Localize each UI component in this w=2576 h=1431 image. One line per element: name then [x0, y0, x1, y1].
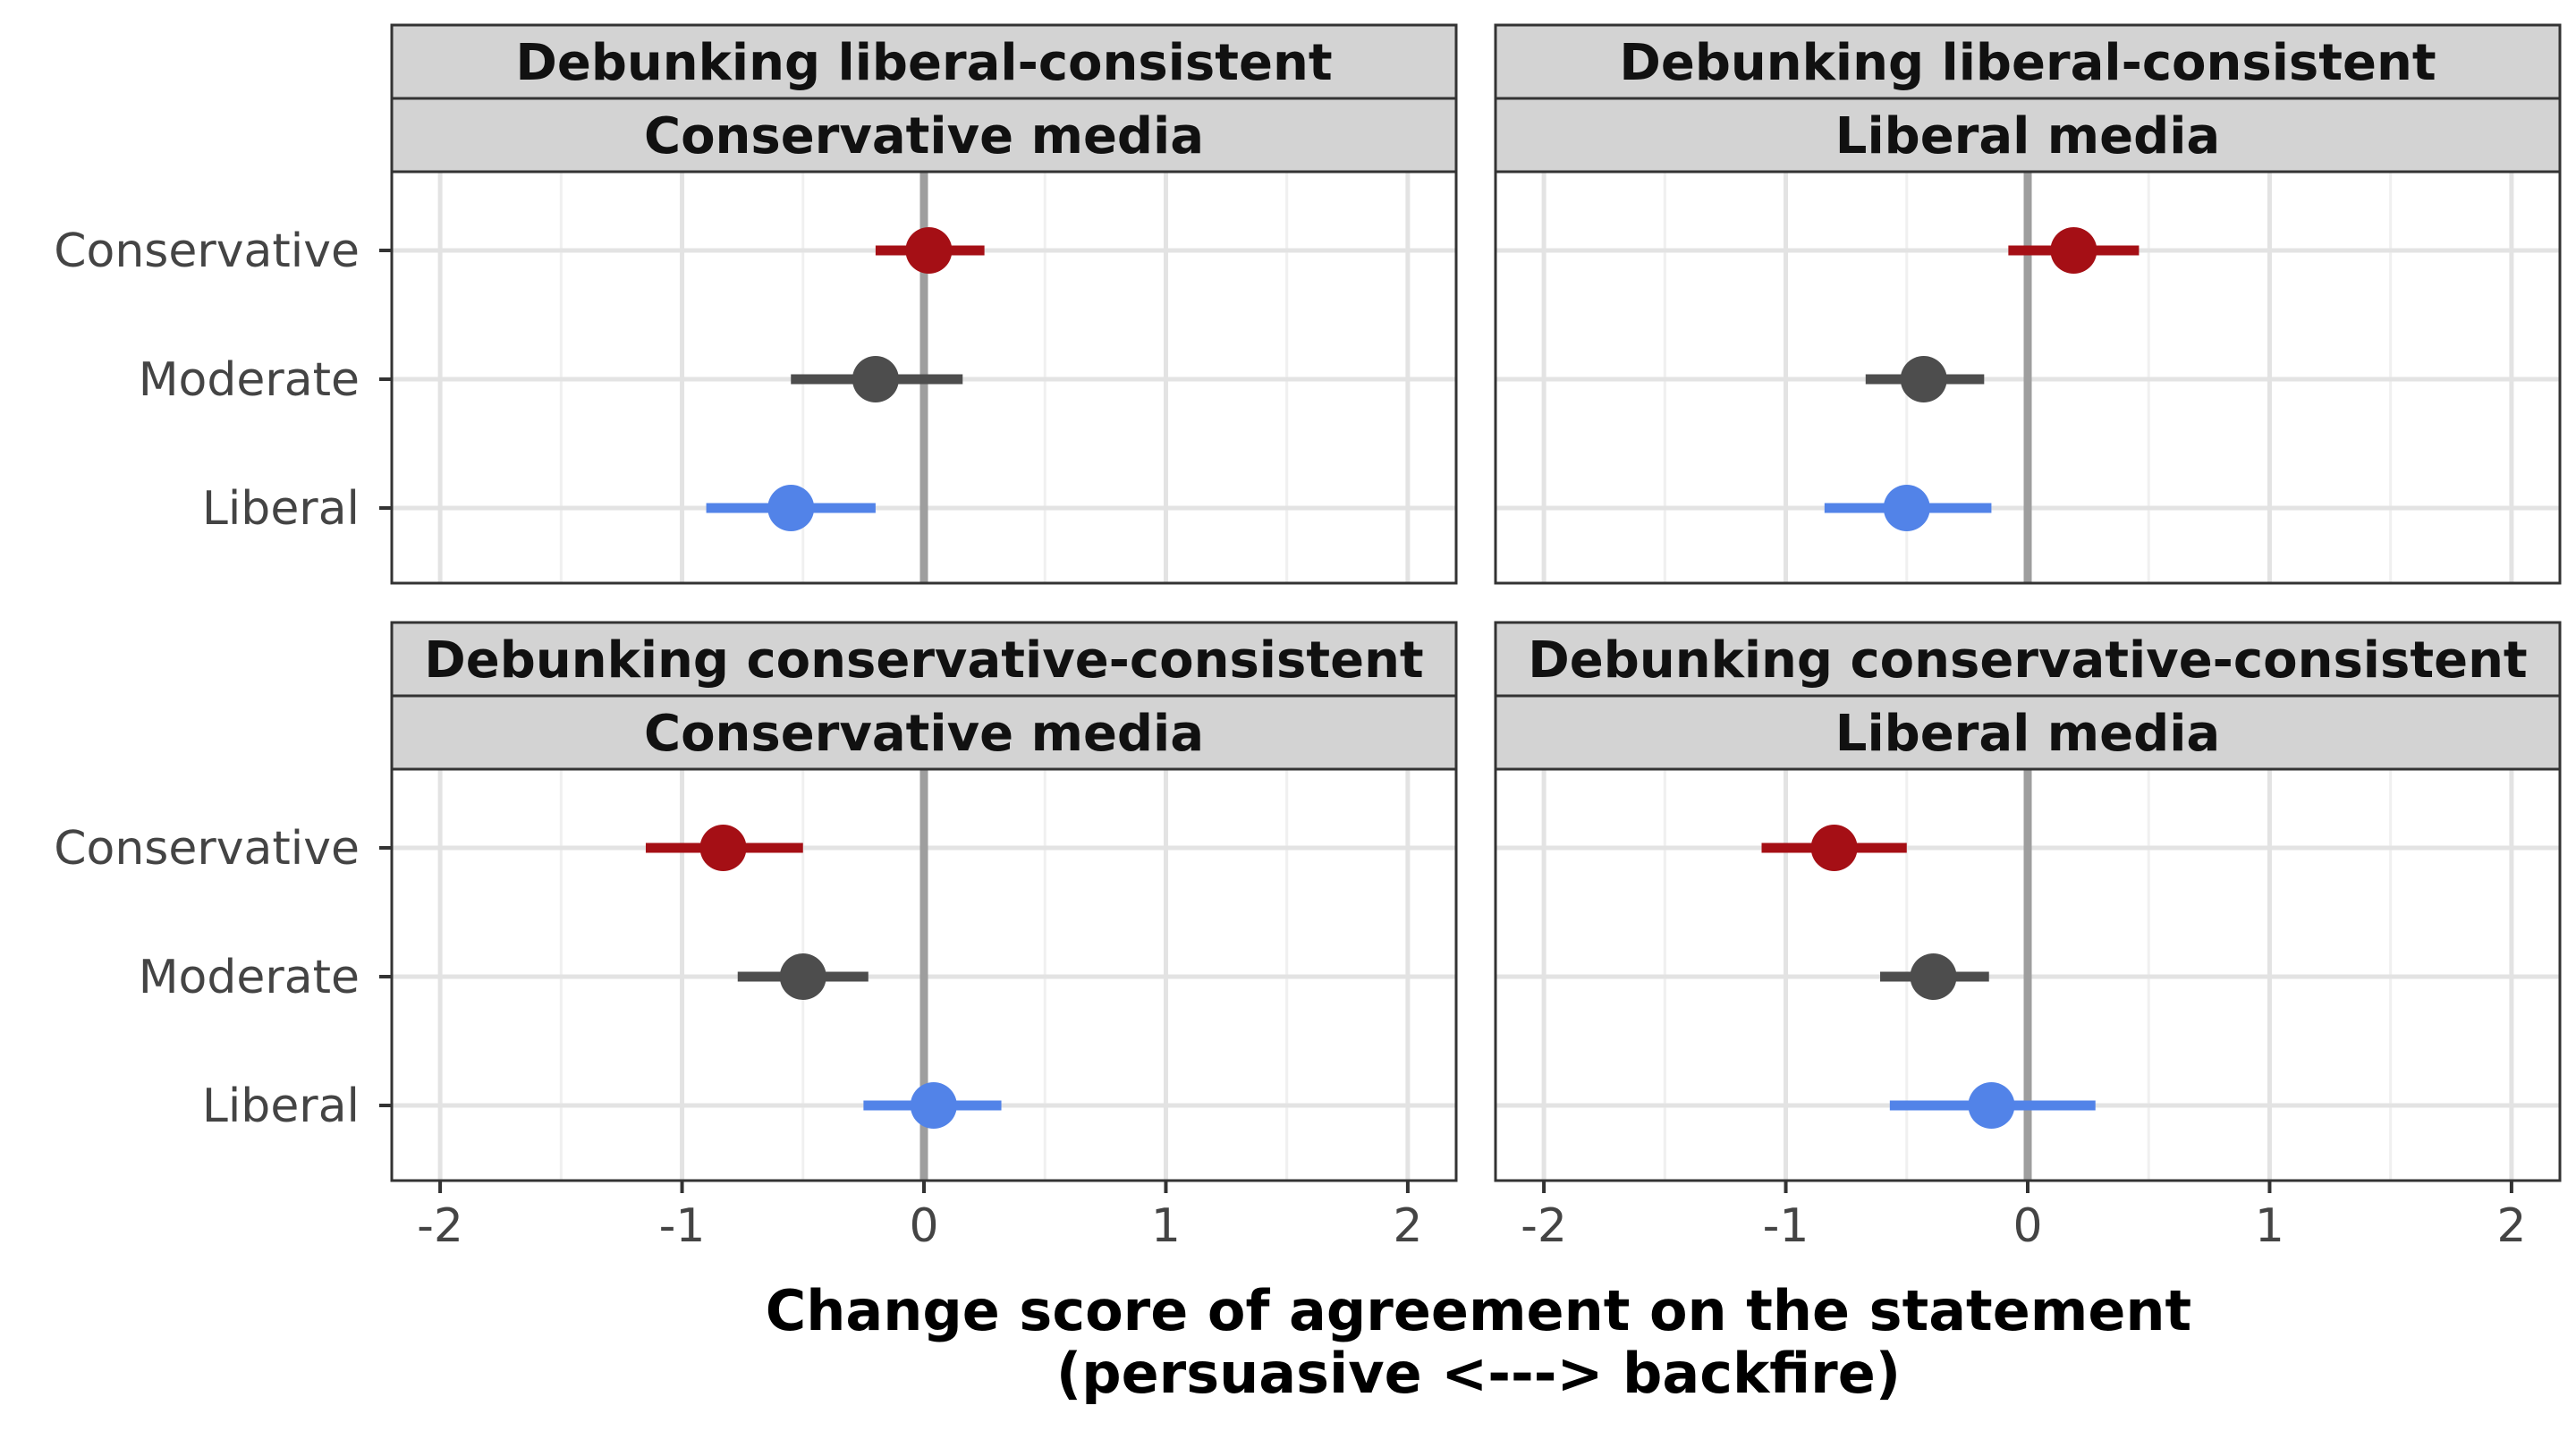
panels-layer: Debunking liberal-consistent Conservative… [390, 23, 2562, 1182]
point-liberal [1968, 1082, 2015, 1129]
x-tick-label: 0 [2012, 1199, 2042, 1253]
facet-strip-row-label: Debunking liberal-consistent [515, 34, 1332, 92]
facet-strip-row-label: Debunking liberal-consistent [1619, 34, 2436, 92]
facet-strip-col [1494, 97, 2562, 174]
x-axis-title-line2: (persuasive <---> backfire) [1056, 1341, 1901, 1406]
facet-strip-col [390, 694, 1458, 771]
y-tick-label: Liberal [202, 482, 360, 536]
y-tick-label: Moderate [139, 951, 360, 1004]
x-tick-label: -1 [659, 1199, 706, 1253]
point-moderate [1900, 356, 1947, 402]
facet-strip-row [1494, 23, 2562, 100]
point-liberal [767, 485, 815, 531]
facet-strip-col-label: Liberal media [1835, 705, 2220, 763]
facet-strip-col-label: Conservative media [644, 107, 1204, 165]
x-tick-label: 1 [1151, 1199, 1181, 1253]
x-axis-title-line1: Change score of agreement on the stateme… [766, 1278, 2191, 1343]
x-tick-label: -2 [417, 1199, 463, 1253]
facet-strip-row [1494, 621, 2562, 698]
point-conservative [2050, 227, 2097, 274]
y-tick-label: Conservative [54, 224, 360, 278]
point-liberal [1883, 485, 1930, 531]
x-axis-layer: -2 -1 0 1 2 -2 -1 0 1 2 [417, 1181, 2526, 1253]
facet-strip-row-label: Debunking conservative-consistent [1528, 631, 2527, 690]
x-tick-label: -2 [1521, 1199, 1567, 1253]
point-conservative [1810, 825, 1858, 871]
panel: Debunking liberal-consistent Liberal medi… [1494, 23, 2562, 585]
y-axis-layer: Conservative Moderate Liberal Conservative M… [54, 224, 392, 1133]
point-liberal [910, 1082, 957, 1129]
x-tick-label: -1 [1763, 1199, 1809, 1253]
facet-strip-col-label: Conservative media [644, 705, 1204, 763]
facet-strip-col-label: Liberal media [1835, 107, 2220, 165]
x-tick-label: 0 [909, 1199, 938, 1253]
x-tick-label: 2 [2496, 1199, 2526, 1253]
point-moderate [852, 356, 899, 402]
x-tick-label: 1 [2255, 1199, 2284, 1253]
y-tick-label: Moderate [139, 353, 360, 407]
panel: Debunking conservative-consistent Liberal… [1494, 621, 2562, 1182]
panel-border [1494, 170, 2562, 585]
x-tick-label: 2 [1393, 1199, 1422, 1253]
facet-strip-row [390, 621, 1458, 698]
facet-strip-col [390, 97, 1458, 174]
point-moderate [1910, 953, 1957, 1000]
point-conservative [699, 825, 747, 871]
point-conservative [905, 227, 953, 274]
panel: Debunking conservative-consistent Conserv… [390, 621, 1458, 1182]
point-moderate [779, 953, 826, 1000]
y-tick-label: Liberal [202, 1080, 360, 1133]
y-tick-label: Conservative [54, 822, 360, 876]
facet-strip-row-label: Debunking conservative-consistent [424, 631, 1423, 690]
facet-strip-col [1494, 694, 2562, 771]
facet-strip-row [390, 23, 1458, 100]
panel: Debunking liberal-consistent Conservative… [390, 23, 1458, 585]
